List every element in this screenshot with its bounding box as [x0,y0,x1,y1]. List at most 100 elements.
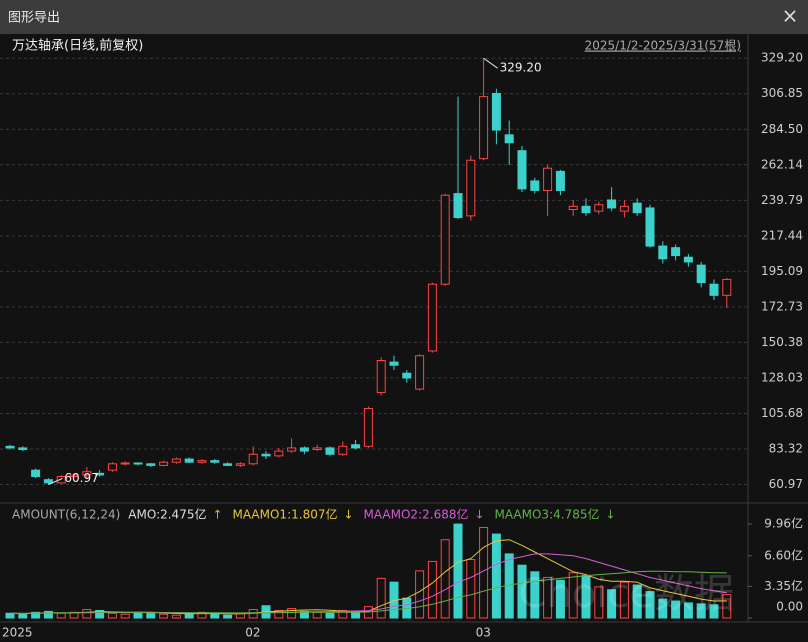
y-tick-label: 284.50 [761,122,803,136]
volume-bar [146,612,156,619]
y-tick-label: 6.60亿 [764,547,803,562]
volume-bar [18,613,28,619]
ma-line [10,570,727,614]
candle-body [658,245,668,260]
candle-body [683,256,693,263]
volume-bar [517,564,527,619]
y-tick-label: 128.03 [761,370,803,384]
candle-body [133,462,143,465]
candle-body [402,372,412,379]
candle-body [722,278,732,296]
candle-body [479,96,489,160]
y-tick-label: 60.97 [769,477,803,491]
volume-bar [210,613,220,619]
candle-body [261,453,271,457]
volume-bar [5,612,15,619]
y-tick-label: 239.79 [761,193,803,207]
x-tick-label: 02 [245,626,260,640]
volume-bar [491,533,501,619]
range-label[interactable]: 2025/1/2-2025/3/31(57根) [585,39,741,53]
window-title: 图形导出 [8,11,60,26]
volume-bar [607,589,617,619]
candle-body [159,461,169,466]
candle-body [69,474,79,478]
volume-bar [376,577,386,619]
candle-body [504,134,514,144]
volume-bar [338,609,348,619]
candle-body [43,479,53,484]
y-tick-label: 150.38 [761,335,803,349]
volume-bar [312,611,322,619]
candle-body [555,170,565,191]
volume-bar [543,576,553,619]
volume-bar [325,612,335,619]
candle-body [581,205,591,214]
candle-body [184,458,194,463]
candle-body [210,460,220,463]
candle-body [543,167,553,191]
candle-body [671,247,681,257]
candle-body [223,463,233,466]
volume-bar [709,604,719,619]
volume-bar [82,609,92,619]
candle-body [491,93,501,131]
legend-entry: MAAMO3:4.785亿 [495,507,600,522]
candle-body [453,193,463,218]
indicator-name: AMOUNT(6,12,24) [12,508,120,522]
volume-bar [107,612,117,619]
volume-bar [671,600,681,619]
candle-body [619,205,629,212]
annotation-label: 329.20 [500,61,542,75]
volume-bar [95,609,105,619]
volume-bar [31,611,41,619]
legend-entry: MAAMO2:2.688亿 [364,507,469,522]
volume-bar [658,598,668,619]
candle-body [427,283,437,352]
candle-body [389,361,399,366]
candle-body [594,204,604,212]
y-tick-label: 3.35亿 [764,578,803,593]
legend-arrow: ↓ [343,508,353,522]
annotation-arrow [483,57,498,69]
volume-bar [466,559,476,619]
volume-bar [171,614,181,619]
candle-body [466,159,476,217]
y-tick-label: 329.20 [761,51,803,65]
candle-body [325,447,335,455]
y-tick-label: 195.09 [761,264,803,278]
candle-body [607,199,617,209]
candle-body [120,462,130,465]
volume-bar [56,612,66,619]
y-tick-label: 9.96亿 [764,516,803,531]
y-tick-label: 0.00 [776,600,803,614]
candle-body [709,283,719,296]
volume-bar [530,571,540,619]
candle-body [248,453,258,465]
volume-bar [133,611,143,619]
volume-bar [683,602,693,619]
y-tick-label: 262.14 [761,157,803,171]
close-button[interactable]: × [782,4,799,28]
annotation-label: 60.97 [64,471,98,485]
candle-body [197,460,207,463]
candle-body [517,150,527,190]
volume-bar [594,586,604,619]
candle-body [645,207,655,247]
candle-body [18,447,28,450]
legend-entry: AMO:2.475亿 [128,507,206,522]
volume-bar [722,594,732,619]
volume-bar [632,584,642,619]
volume-bar [415,570,425,619]
volume-bar [645,591,655,619]
volume-bar [568,572,578,619]
candle-body [351,444,361,449]
x-tick-label: 03 [476,626,491,640]
candle-body [171,458,181,463]
volume-bar [274,609,284,619]
candle-body [338,445,348,455]
legend-arrow: ↓ [605,508,615,522]
candle-body [632,202,642,214]
legend-entry: MAAMO1:1.807亿 [233,507,338,522]
